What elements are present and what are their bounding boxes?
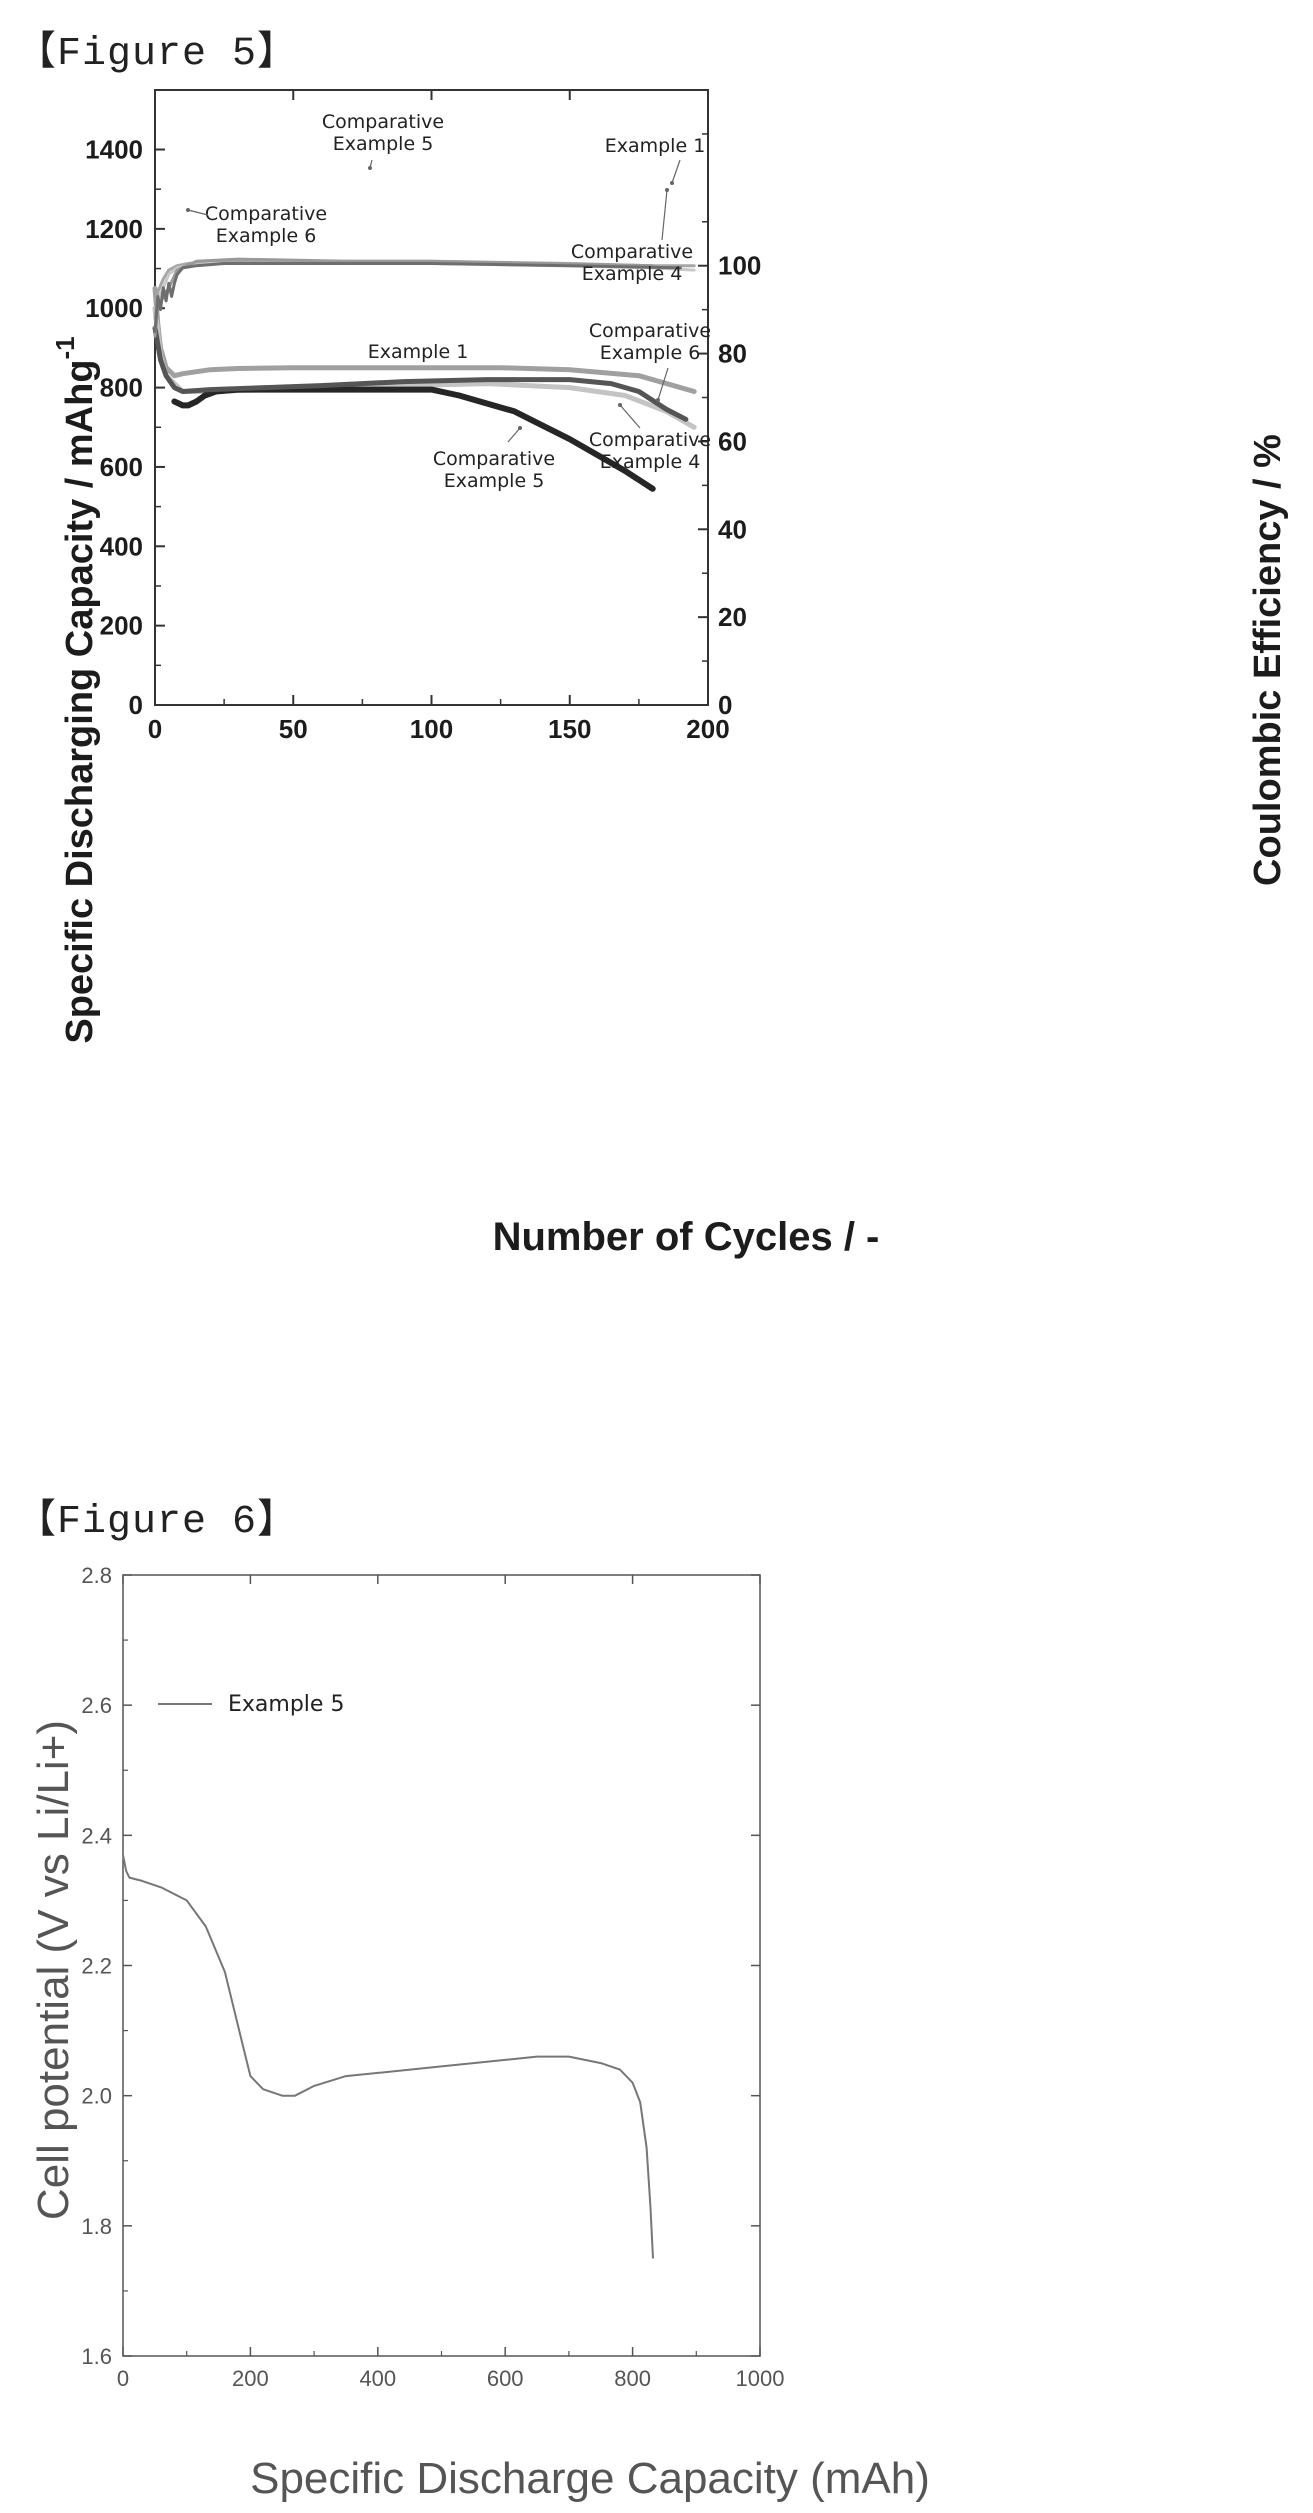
figure-5-annotation-arrowhead xyxy=(186,208,190,212)
figure-5-y2-tick-label: 0 xyxy=(718,690,732,720)
figure-5-x-tick-label: 100 xyxy=(410,714,453,744)
figure-5-y2-tick-label: 100 xyxy=(718,251,761,281)
figure-5-y2-tick-label: 80 xyxy=(718,339,747,369)
figure-6-x-tick-label: 0 xyxy=(117,2366,129,2391)
figure-5-y-axis-label-sup: -1 xyxy=(50,336,80,359)
figure-5-annotation-arrow xyxy=(657,367,669,401)
figure-5-annotation-text: Comparative xyxy=(571,241,693,263)
figure-5-annotation-text: Comparative xyxy=(322,111,444,133)
figure-5-annotation-text: Example 5 xyxy=(333,133,434,155)
figure-5-axes: 0 50 100 150 2000200400600800100012001400020… xyxy=(85,89,761,744)
figure-6-legend-label: Example 5 xyxy=(228,1692,344,1717)
figure-5-annotation-arrowhead xyxy=(656,398,660,402)
figure-5-y2-tick-label: 20 xyxy=(718,602,747,632)
figure-5-label: 【Figure 5】 xyxy=(16,32,299,77)
figure-5-annotation-text: Comparative xyxy=(589,320,711,342)
figure-5-y-tick-label: 600 xyxy=(100,452,143,482)
figure-5-series xyxy=(152,257,697,492)
figure-5-x-tick-label: 0 xyxy=(148,714,162,744)
figure-6-x-tick-label: 1000 xyxy=(736,2366,785,2391)
figure-5-chart: 0 50 100 150 2000200400600800100012001400020… xyxy=(50,89,1289,1259)
figure-5-x-axis-label: Number of Cycles / - xyxy=(493,1215,880,1259)
figure-5-annotation-text: Comparative xyxy=(205,203,327,225)
figure-5-annotation-text: Example 1 xyxy=(368,341,469,363)
figure-5-y-tick-label: 800 xyxy=(100,373,143,403)
figure-5-y-axis-label-main: Specific Discharging Capacity / mAhg xyxy=(59,359,101,1043)
figure-6-y-tick-label: 1.8 xyxy=(81,2214,112,2239)
figure-6-y-tick-label: 2.0 xyxy=(81,2084,112,2109)
figure-6-y-tick-label: 2.8 xyxy=(81,1563,112,1588)
figure-6-x-tick-label: 800 xyxy=(614,2366,651,2391)
figure-5-annotation-text: Example 6 xyxy=(216,225,317,247)
figure-5-annotation-text: Comparative xyxy=(589,429,711,451)
figure-5-annotation-arrowhead xyxy=(518,426,522,430)
figure-5-x-tick-label: 150 xyxy=(548,714,591,744)
figure-6-y-axis-label: Cell potential (V vs Li/Li+) xyxy=(29,1720,78,2220)
figure-5-annotation-text: Comparative xyxy=(433,448,555,470)
figure-5-y-tick-label: 1000 xyxy=(85,293,143,323)
figure-5-annotation-arrow xyxy=(507,427,521,443)
figure-6-legend: Example 5 xyxy=(158,1692,344,1717)
figure-5-annotation-arrowhead xyxy=(368,166,372,170)
figure-5-annotation-text: Example 4 xyxy=(582,263,683,285)
figure-6-x-tick-label: 400 xyxy=(359,2366,396,2391)
figure-5-y2-axis-label: Coulombic Efficiency / % xyxy=(1247,434,1289,886)
figure-5-annotation-text: Example 6 xyxy=(600,342,701,364)
figure-6-y-tick-label: 1.6 xyxy=(81,2344,112,2369)
figure-6-plot-frame xyxy=(122,1574,761,2357)
figure-5-annotation-text: Example 5 xyxy=(444,470,545,492)
figure-6-x-tick-label: 200 xyxy=(232,2366,269,2391)
figure-5-annotation-arrowhead xyxy=(670,181,674,185)
figure-6-series-line-0 xyxy=(122,1854,654,2259)
figure-5-annotation-arrow xyxy=(661,189,668,241)
figure-5-y-tick-label: 400 xyxy=(100,531,143,561)
figure-5-y-axis-label: Specific Discharging Capacity / mAhg-1 xyxy=(50,336,101,1043)
figure-5-series-line-3 xyxy=(152,325,689,422)
figure-6-x-tick-label: 600 xyxy=(487,2366,524,2391)
figure-5-annotation-text: Example 1 xyxy=(605,135,706,157)
figure-5-annotation-arrow xyxy=(187,209,209,216)
figure-6-axes: 0 200 400 600 800 1000 1.6 1.8 2.0 2.2 2.4 2.6 2.8 xyxy=(81,1563,784,2391)
figure-5-y-tick-label: 200 xyxy=(100,611,143,641)
figure-5-y-tick-label: 0 xyxy=(129,690,143,720)
figure-6-y-tick-label: 2.6 xyxy=(81,1693,112,1718)
figure-5-x-tick-label: 200 xyxy=(686,714,729,744)
figure-5-annotation-arrowhead xyxy=(665,188,669,192)
figure-5-annotation-arrowhead xyxy=(618,403,622,407)
figure-6-x-axis-label: Specific Discharge Capacity (mAh) xyxy=(250,2454,930,2503)
figure-6-series xyxy=(122,1854,654,2259)
figure-6-y-tick-label: 2.2 xyxy=(81,1954,112,1979)
figure-5-annotation-arrow xyxy=(619,404,641,429)
figure-5-annotation-text: Example 4 xyxy=(600,451,701,473)
figure-6-label: 【Figure 6】 xyxy=(16,1500,299,1545)
figure-6-y-tick-label: 2.4 xyxy=(81,1823,112,1848)
figure-5-y-tick-label: 1400 xyxy=(85,135,143,165)
figure-5-y-tick-label: 1200 xyxy=(85,214,143,244)
figure-5-x-tick-label: 50 xyxy=(279,714,308,744)
figure-5-series-line-2 xyxy=(171,386,656,492)
figure-5-y2-tick-label: 60 xyxy=(718,426,747,456)
figure-5-y2-tick-label: 40 xyxy=(718,514,747,544)
figure-5-annotation-arrow xyxy=(671,159,681,184)
figure-5-series-line-7 xyxy=(153,262,682,334)
